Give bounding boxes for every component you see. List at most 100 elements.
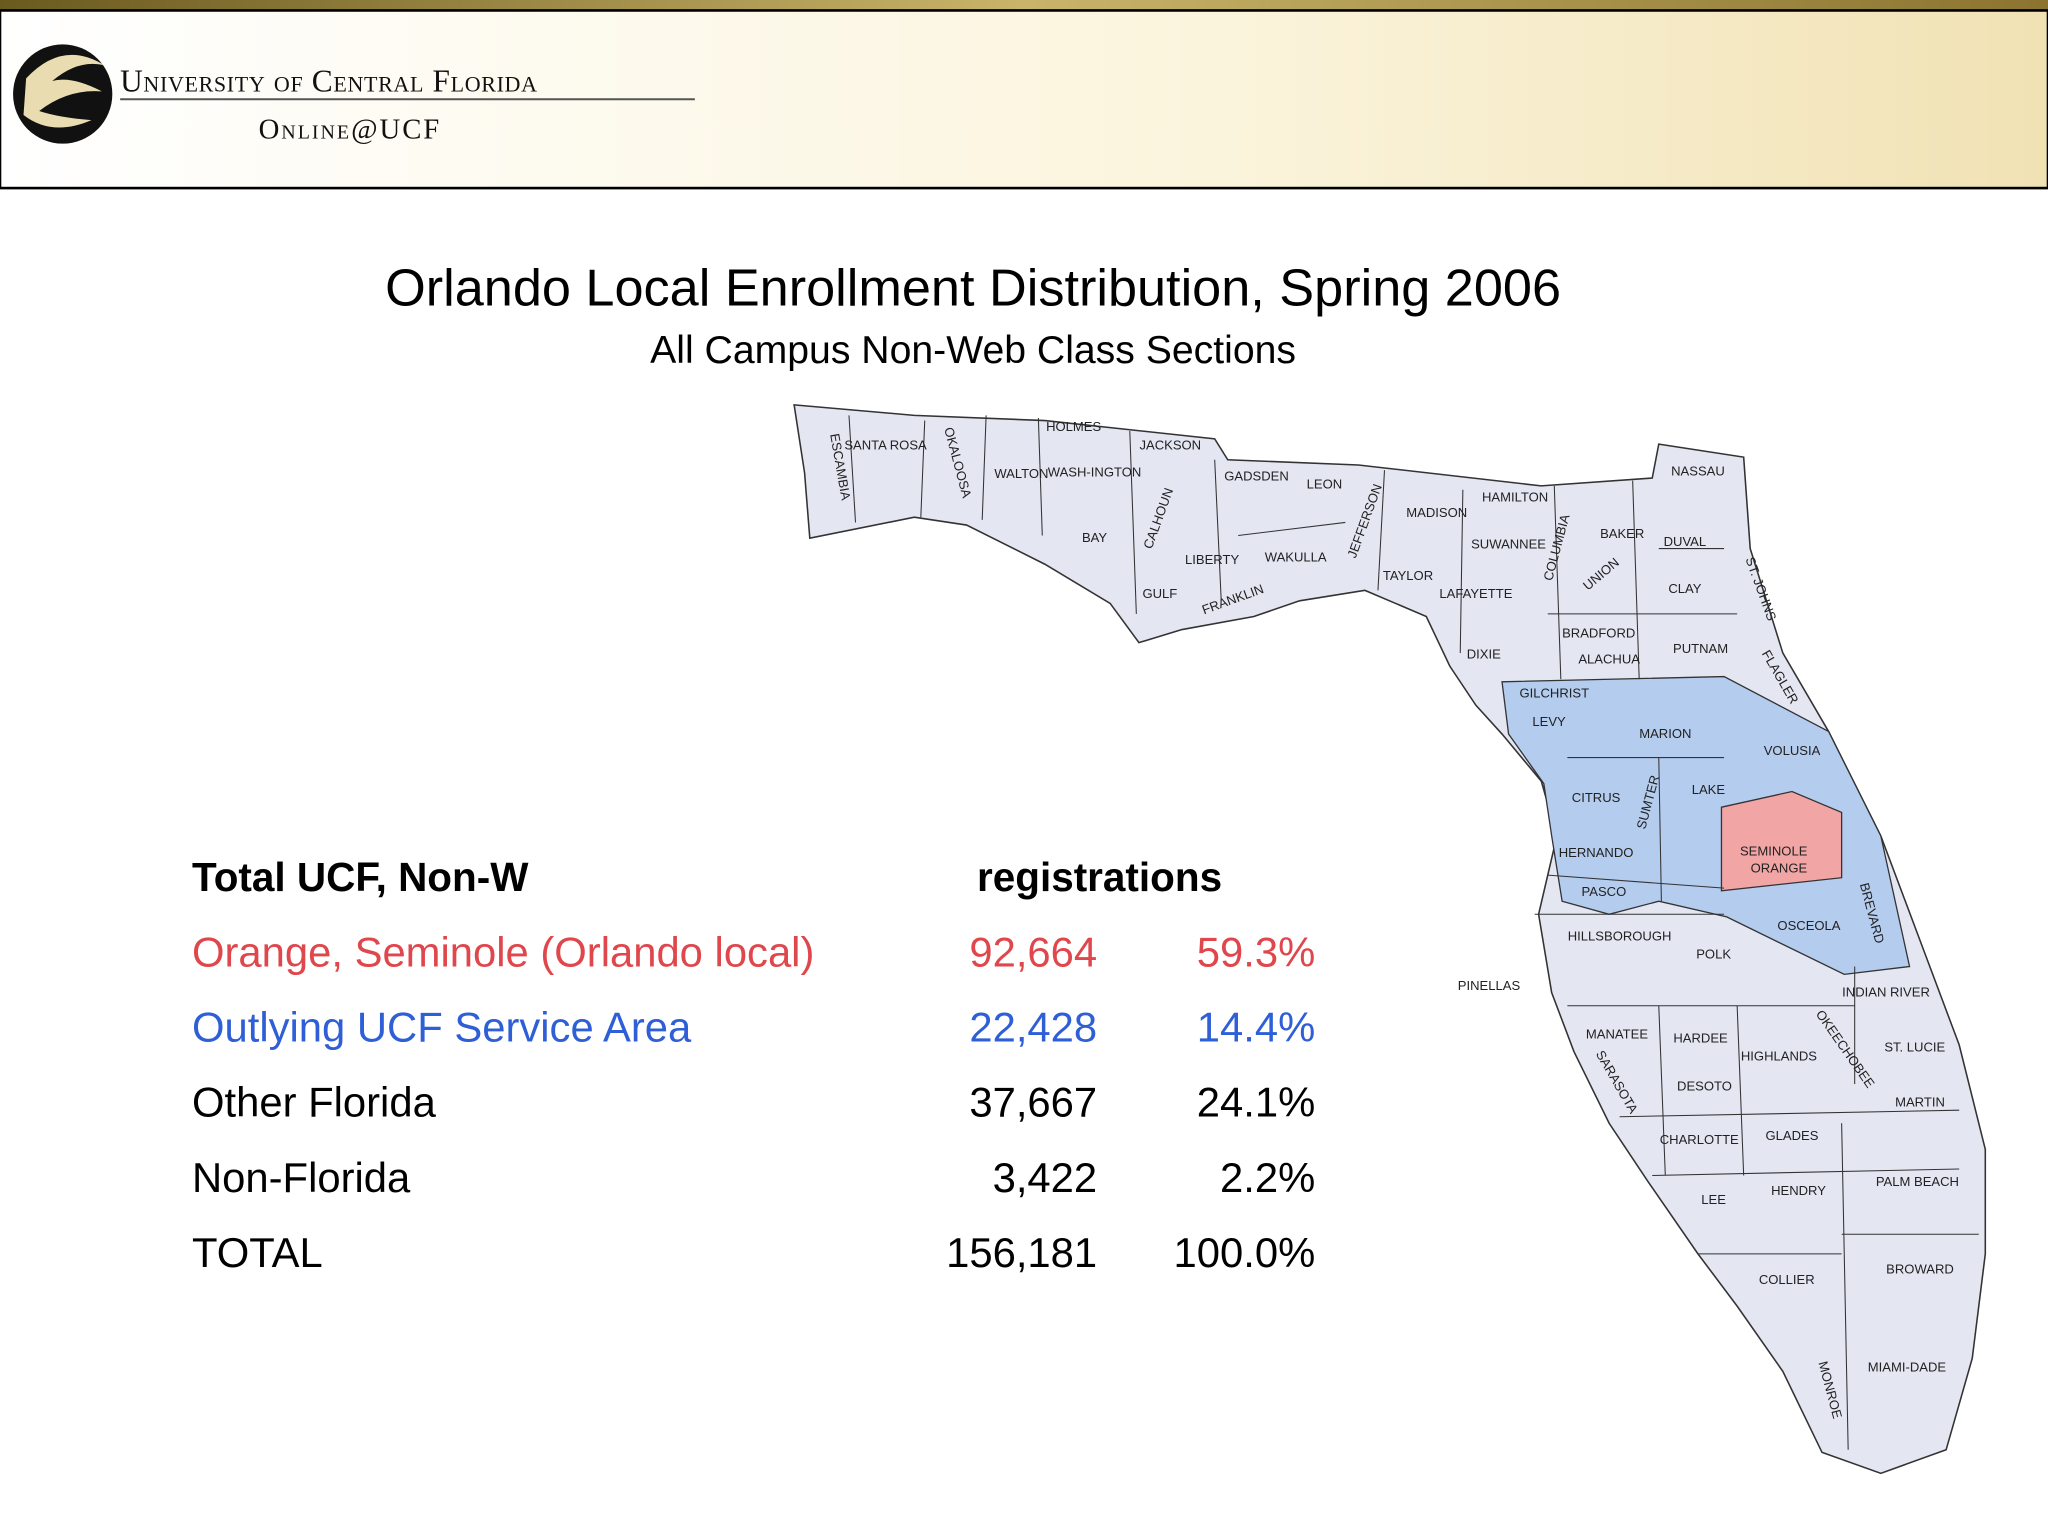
county-label: TAYLOR: [1383, 568, 1433, 583]
county-label: INDIAN RIVER: [1842, 985, 1930, 1000]
county-label: LAFAYETTE: [1439, 586, 1512, 601]
county-label: MADISON: [1406, 505, 1467, 520]
county-label: COLLIER: [1759, 1272, 1815, 1287]
county-line: [1377, 470, 1386, 591]
county-label: ST. LUCIE: [1884, 1039, 1945, 1054]
county-label: NASSAU: [1671, 463, 1725, 478]
enrollment-table: Total UCF, Non-W registrations Orange, Sem…: [192, 854, 1315, 1276]
state-outline: [793, 404, 1987, 1475]
county-label: VOLUSIA: [1764, 743, 1821, 758]
county-label: MIAMI-DADE: [1868, 1359, 1947, 1374]
county-label: BAKER: [1600, 526, 1644, 541]
county-label: GULF: [1142, 586, 1177, 601]
county-label: CITRUS: [1572, 790, 1621, 805]
county-label: BAY: [1082, 530, 1107, 545]
county-line: [1459, 489, 1464, 654]
county-label: ALACHUA: [1578, 652, 1640, 667]
row-count: 22,428: [969, 1004, 1097, 1051]
county-label: PASCO: [1582, 884, 1627, 899]
county-label: WASH-INGTON: [1048, 465, 1142, 480]
county-label: GADSDEN: [1224, 469, 1289, 484]
county-label: PINELLAS: [1458, 978, 1521, 993]
county-label: MARTIN: [1895, 1094, 1945, 1109]
county-label: HAMILTON: [1482, 490, 1548, 505]
row-percent: 2.2%: [1220, 1154, 1315, 1201]
table-header: registrations: [977, 854, 1222, 900]
county-label: WALTON: [994, 466, 1048, 481]
county-label: GILCHRIST: [1519, 685, 1589, 700]
county-line: [1736, 1005, 1745, 1176]
county-label: DUVAL: [1664, 534, 1707, 549]
county-label: HERNANDO: [1559, 845, 1634, 860]
row-percent: 100.0%: [1174, 1229, 1316, 1276]
county-label: BRADFORD: [1562, 625, 1635, 640]
county-label: HILLSBOROUGH: [1568, 928, 1672, 943]
county-line: [981, 415, 987, 520]
county-label: ORANGE: [1751, 860, 1808, 875]
row-label: TOTAL: [192, 1229, 323, 1276]
slide-title: Orlando Local Enrollment Distribution, S…: [385, 260, 1561, 318]
county-line: [1658, 1005, 1666, 1176]
county-line: [1658, 757, 1662, 902]
county-line: [1652, 1168, 1960, 1177]
service-area: [1501, 675, 1911, 976]
county-line: [848, 415, 857, 523]
county-line: [1037, 417, 1043, 536]
row-label: Outlying UCF Service Area: [192, 1004, 692, 1051]
county-line: [920, 420, 926, 518]
county-label: JACKSON: [1139, 437, 1201, 452]
county-line: [1841, 1123, 1849, 1450]
county-label: PUTNAM: [1673, 641, 1728, 656]
row-label: Orange, Seminole (Orlando local): [192, 929, 814, 976]
county-label: SUWANNEE: [1471, 537, 1546, 552]
county-label: WAKULLA: [1265, 550, 1327, 565]
row-count: 37,667: [969, 1079, 1097, 1126]
county-label: MARION: [1639, 726, 1691, 741]
table-header: Total UCF, Non-W: [192, 854, 529, 900]
county-line: [1547, 874, 1725, 889]
county-label: LAKE: [1692, 782, 1726, 797]
logo: [13, 44, 113, 144]
county-label: SEMINOLE: [1740, 844, 1808, 859]
county-label: CLAY: [1668, 581, 1701, 596]
county-label: LEVY: [1532, 714, 1566, 729]
row-label: Non-Florida: [192, 1154, 411, 1201]
county-label: POLK: [1696, 947, 1731, 962]
county-line: [1619, 1109, 1960, 1118]
slide-subtitle: All Campus Non-Web Class Sections: [650, 329, 1296, 372]
university-name: University of Central Florida: [120, 63, 537, 98]
row-count: 92,664: [969, 929, 1097, 976]
county-label: CHARLOTTE: [1660, 1132, 1739, 1147]
row-percent: 24.1%: [1197, 1079, 1315, 1126]
county-line: [1214, 459, 1222, 601]
row-percent: 59.3%: [1197, 929, 1315, 976]
county-label: DESOTO: [1677, 1079, 1732, 1094]
header-bar: [0, 0, 2048, 11]
row-label: Other Florida: [192, 1079, 437, 1126]
county-label: MANATEE: [1586, 1026, 1648, 1041]
orlando-local: [1720, 790, 1843, 892]
county-label: HENDRY: [1771, 1183, 1826, 1198]
county-label: LEON: [1307, 476, 1343, 491]
row-count: 156,181: [946, 1229, 1097, 1276]
county-label: LIBERTY: [1185, 552, 1239, 567]
county-line: [1632, 480, 1640, 680]
county-label: GLADES: [1766, 1128, 1819, 1143]
row-percent: 14.4%: [1197, 1004, 1315, 1051]
county-label: SANTA ROSA: [844, 437, 927, 452]
county-label: HIGHLANDS: [1741, 1049, 1817, 1064]
county-label: HOLMES: [1046, 419, 1101, 434]
county-line: [1238, 521, 1346, 537]
county-label: PALM BEACH: [1876, 1174, 1959, 1189]
unit-name: Online@UCF: [259, 113, 442, 145]
county-label: HARDEE: [1673, 1030, 1728, 1045]
county-label: BROWARD: [1886, 1261, 1954, 1276]
county-label: DIXIE: [1467, 646, 1501, 661]
row-count: 3,422: [993, 1154, 1098, 1201]
county-label: LEE: [1701, 1192, 1726, 1207]
county-label: OSCEOLA: [1777, 918, 1840, 933]
county-line: [1553, 485, 1562, 680]
county-line: [1129, 431, 1137, 614]
